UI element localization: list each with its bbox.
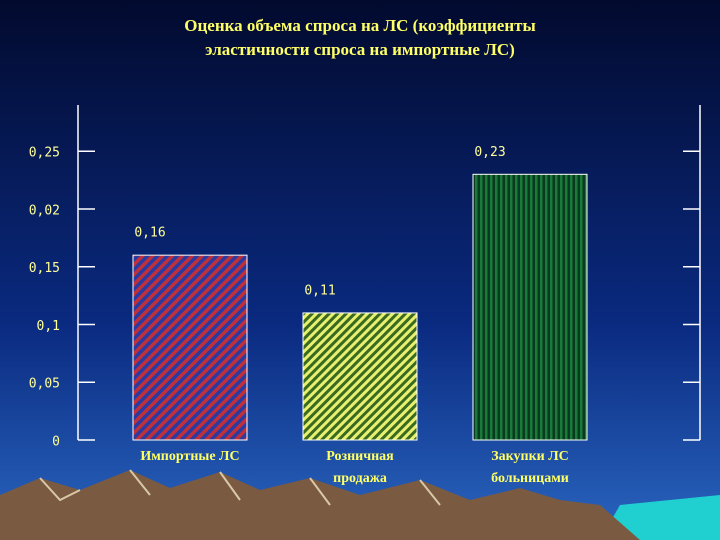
y-tick-label: 0,25: [29, 146, 60, 161]
value-label: 0,16: [134, 226, 165, 241]
sea: [600, 495, 720, 540]
y-tick-label: 0,02: [29, 203, 60, 218]
y-tick-label: 0,05: [29, 377, 60, 392]
x-tick-label: Импортные ЛС: [140, 449, 240, 464]
value-label: 0,23: [474, 145, 505, 160]
value-label: 0,11: [304, 283, 335, 298]
y-tick-label: 0,15: [29, 261, 60, 276]
mountain-snow: [39, 469, 441, 506]
y-tick-label: 0,1: [37, 319, 60, 334]
x-tick-label: Закупки ЛС больницами: [491, 449, 569, 486]
bar: [302, 312, 418, 441]
x-tick-label: Розничная продажа: [326, 449, 394, 486]
mountains: [0, 470, 640, 540]
bar: [132, 254, 248, 441]
bar: [472, 173, 588, 441]
y-tick-label: 0: [52, 435, 60, 450]
chart-title: Оценка объема спроса на ЛС (коэффициенты…: [184, 16, 536, 59]
